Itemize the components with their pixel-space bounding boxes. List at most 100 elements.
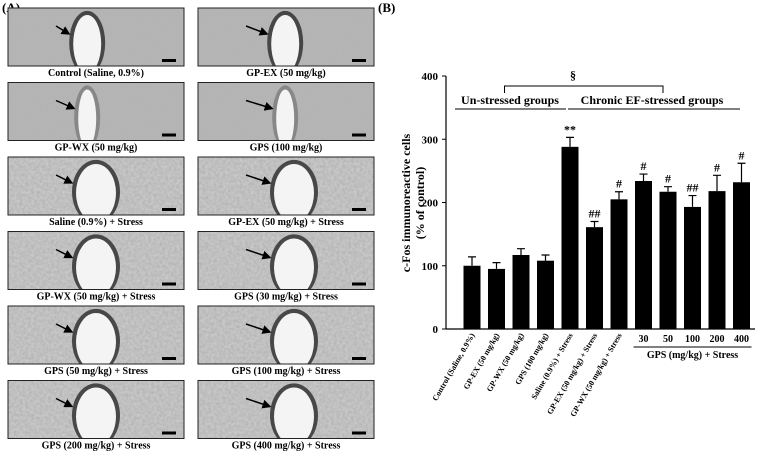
scale-bar [352, 282, 366, 286]
bracket-label: § [570, 68, 576, 82]
image-mask [197, 215, 375, 227]
micrograph: GP-WX (50 mg/kg) + Stress [7, 231, 185, 303]
bar [586, 227, 603, 329]
vessel-lumen [78, 89, 97, 148]
micrograph: GPS (400 mg/kg) + Stress [197, 380, 375, 452]
micrograph: Saline (0.9%) + Stress [7, 156, 185, 228]
y-axis-title-line: c-Fos immunoreactive cells [399, 133, 413, 272]
y-tick-label: 300 [422, 134, 439, 146]
micrograph: GPS (100 mg/kg) [197, 82, 375, 154]
panel-label: (B) [378, 0, 395, 15]
bar-chart: 0 100 200 300 400 c-Fos immunoreactive cells(… [399, 68, 755, 418]
image-caption: GPS (100 mg/kg) + Stress [232, 366, 341, 377]
group-label: GPS (mg/kg) + Stress [647, 350, 738, 361]
image-texture [8, 82, 184, 141]
error-bar [517, 248, 525, 255]
x-tick-label: 100 [685, 334, 700, 345]
image-mask [7, 66, 185, 78]
image-caption: GPS (30 mg/kg) + Stress [234, 292, 338, 303]
micrograph: GP-WX (50 mg/kg) [7, 82, 185, 154]
bar [659, 191, 677, 329]
bar [733, 182, 750, 329]
image-frame [7, 231, 185, 290]
image-caption: Control (Saline, 0.9%) [48, 68, 144, 79]
x-tick-label: 200 [710, 334, 725, 345]
significance-mark: # [739, 148, 745, 162]
bar [537, 260, 554, 329]
arrow [245, 323, 272, 334]
image-frame [7, 305, 185, 365]
image-frame [197, 231, 375, 290]
image-mask [197, 140, 375, 153]
scale-bar [162, 357, 176, 360]
micrograph: GPS (200 mg/kg) + Stress [7, 380, 185, 452]
bar [708, 191, 726, 329]
arrow [245, 99, 274, 111]
arrow [55, 323, 74, 333]
y-axis-title: c-Fos immunoreactive cells (% of control) [399, 133, 427, 272]
x-tick-label: 30 [639, 334, 649, 345]
arrow [55, 248, 74, 259]
error-bar [664, 186, 672, 192]
error-bar [615, 191, 623, 200]
image-frame [197, 380, 375, 439]
scale-bar [352, 208, 366, 211]
image-caption: GP-WX (50 mg/kg) + Stress [37, 292, 156, 303]
bar [512, 254, 530, 329]
significance-mark: # [665, 172, 671, 186]
vessel-lumen [76, 387, 116, 446]
scale-bar [162, 133, 176, 137]
vessel-lumen [274, 387, 314, 446]
error-bar [541, 254, 550, 261]
error-bar [688, 194, 697, 207]
significance-mark: # [714, 160, 720, 174]
scale-bar [162, 208, 176, 211]
image-mask [7, 438, 185, 451]
image-mask [197, 438, 375, 451]
micrograph: GP-EX (50 mg/kg) [197, 7, 375, 79]
arrow [245, 25, 269, 36]
y-tick-label: 400 [422, 71, 439, 83]
significance-mark: ** [564, 122, 576, 136]
image-frame [7, 156, 185, 216]
y-tick-label: 0 [433, 324, 439, 336]
micrograph: GP-EX (50 mg/kg) + Stress [197, 156, 375, 228]
image-mask [7, 364, 185, 376]
bar [635, 180, 652, 329]
image-frame [197, 7, 375, 67]
significance-mark: # [616, 177, 622, 191]
error-bar [737, 162, 746, 183]
micrograph: GPS (100 mg/kg) + Stress [197, 305, 375, 377]
image-caption: GPS (400 mg/kg) + Stress [232, 441, 341, 452]
image-frame [197, 82, 375, 141]
arrow [245, 248, 272, 260]
y-tick-label: 200 [422, 198, 439, 210]
bar [684, 206, 701, 329]
image-caption: GP-EX (50 mg/kg) + Stress [228, 217, 344, 228]
scale-bar [352, 431, 366, 435]
group-header: Chronic EF-stressed groups [581, 93, 724, 107]
error-bar [639, 173, 648, 181]
bar [561, 146, 579, 329]
image-mask [7, 215, 185, 227]
vessel-lumen [271, 14, 300, 73]
image-caption: GPS (100 mg/kg) [250, 143, 323, 154]
image-frame [197, 156, 375, 216]
vessel-lumen [274, 238, 314, 297]
error-bar [590, 220, 599, 228]
vessel-lumen [73, 14, 102, 73]
image-frame [197, 305, 375, 365]
image-caption: Saline (0.9%) + Stress [49, 217, 143, 228]
scale-bar [352, 59, 366, 62]
vessel-lumen [76, 163, 116, 222]
bracket [504, 85, 664, 93]
scale-bar [352, 133, 366, 137]
arrow [245, 174, 272, 185]
image-mask [7, 289, 185, 302]
image-frame [7, 82, 185, 141]
y-axis-title-line: (% of control) [413, 167, 427, 239]
image-mask [197, 364, 375, 376]
x-tick-label: 400 [734, 334, 749, 345]
arrow [55, 25, 71, 35]
